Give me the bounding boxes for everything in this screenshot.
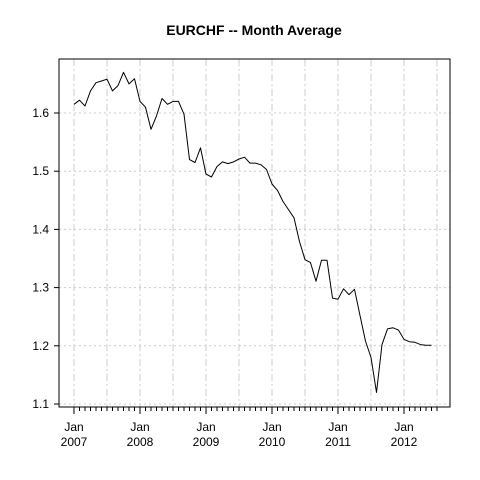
y-tick-label: 1.2 xyxy=(32,339,49,353)
x-axis: Jan2007Jan2008Jan2009Jan2010Jan2011Jan20… xyxy=(61,406,438,449)
chart-title: EURCHF -- Month Average xyxy=(166,22,342,38)
x-tick-label-month: Jan xyxy=(64,420,83,434)
y-axis: 1.1 1.2 1.3 1.4 1.5 1.6 xyxy=(32,106,59,411)
x-tick-label-month: Jan xyxy=(130,420,149,434)
series-line xyxy=(73,71,432,393)
x-tick-label-year: 2009 xyxy=(193,435,220,449)
x-tick-label-year: 2008 xyxy=(127,435,154,449)
y-tick-label: 1.4 xyxy=(32,222,49,236)
x-tick-label-month: Jan xyxy=(196,420,215,434)
grid xyxy=(59,59,450,407)
x-tick-label-month: Jan xyxy=(328,420,347,434)
x-tick-label-year: 2011 xyxy=(325,435,351,449)
y-tick-label: 1.3 xyxy=(32,281,49,295)
x-tick-label-month: Jan xyxy=(394,420,413,434)
x-tick-label-year: 2007 xyxy=(61,435,88,449)
y-tick-label: 1.1 xyxy=(32,397,49,411)
plot-area-border xyxy=(58,58,451,408)
series-layer xyxy=(73,71,432,393)
x-tick-label-year: 2010 xyxy=(259,435,286,449)
y-tick-label: 1.6 xyxy=(32,106,49,120)
x-tick-label-year: 2012 xyxy=(391,435,418,449)
x-tick-label-month: Jan xyxy=(262,420,281,434)
y-tick-label: 1.5 xyxy=(32,164,49,178)
